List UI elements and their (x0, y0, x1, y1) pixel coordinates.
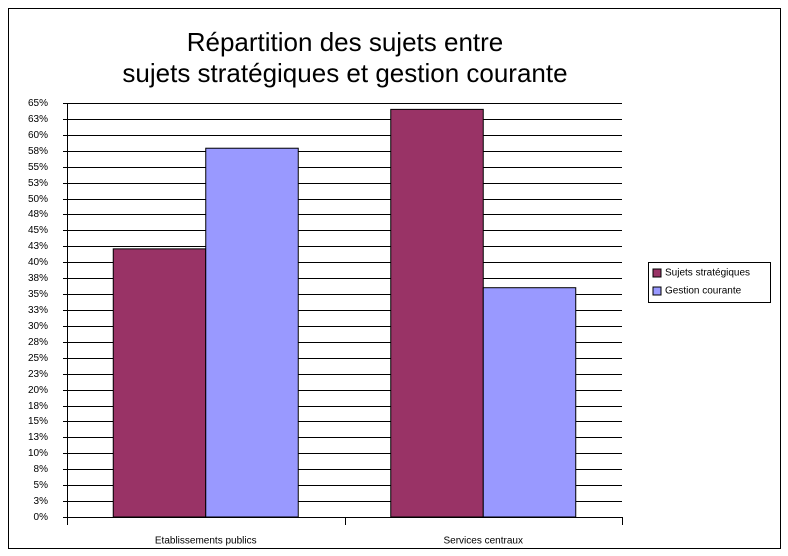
y-tick-label: 10% (28, 448, 48, 459)
y-tick-label: 65% (28, 98, 48, 109)
legend-label: Sujets stratégiques (665, 268, 750, 279)
y-tick-label: 43% (28, 241, 48, 252)
y-tick-label: 25% (28, 353, 48, 364)
bar (390, 108, 484, 518)
legend-swatch (652, 268, 662, 278)
y-tick-label: 63% (28, 114, 48, 125)
legend-box (648, 262, 771, 303)
chart-title: sujets stratégiques et gestion courante (122, 58, 567, 88)
y-tick-label: 30% (28, 321, 48, 332)
y-tick-label: 35% (28, 289, 48, 300)
y-tick-label: 40% (28, 257, 48, 268)
y-tick-label: 48% (28, 209, 48, 220)
y-tick-label: 58% (28, 146, 48, 157)
y-tick-label: 18% (28, 401, 48, 412)
y-tick-label: 8% (34, 464, 49, 475)
chart-title: Répartition des sujets entre (187, 27, 504, 57)
y-tick-label: 0% (34, 512, 49, 523)
bar (482, 287, 577, 518)
y-tick-label: 13% (28, 432, 48, 443)
bar (112, 248, 207, 518)
x-tick-label: Services centraux (444, 536, 523, 547)
y-tick-label: 60% (28, 130, 48, 141)
y-tick-label: 50% (28, 194, 48, 205)
y-tick-label: 20% (28, 385, 48, 396)
y-tick-label: 53% (28, 178, 48, 189)
legend-label: Gestion courante (665, 286, 742, 297)
y-tick-label: 23% (28, 369, 48, 380)
legend-swatch (652, 286, 662, 296)
y-tick-label: 3% (34, 496, 49, 507)
y-tick-label: 28% (28, 337, 48, 348)
bar (205, 147, 299, 518)
y-tick-label: 5% (34, 480, 49, 491)
y-tick-label: 15% (28, 416, 48, 427)
y-tick-label: 33% (28, 305, 48, 316)
x-tick-label: Etablissements publics (155, 536, 257, 547)
y-tick-label: 38% (28, 273, 48, 284)
y-tick-label: 45% (28, 225, 48, 236)
y-tick-label: 55% (28, 162, 48, 173)
